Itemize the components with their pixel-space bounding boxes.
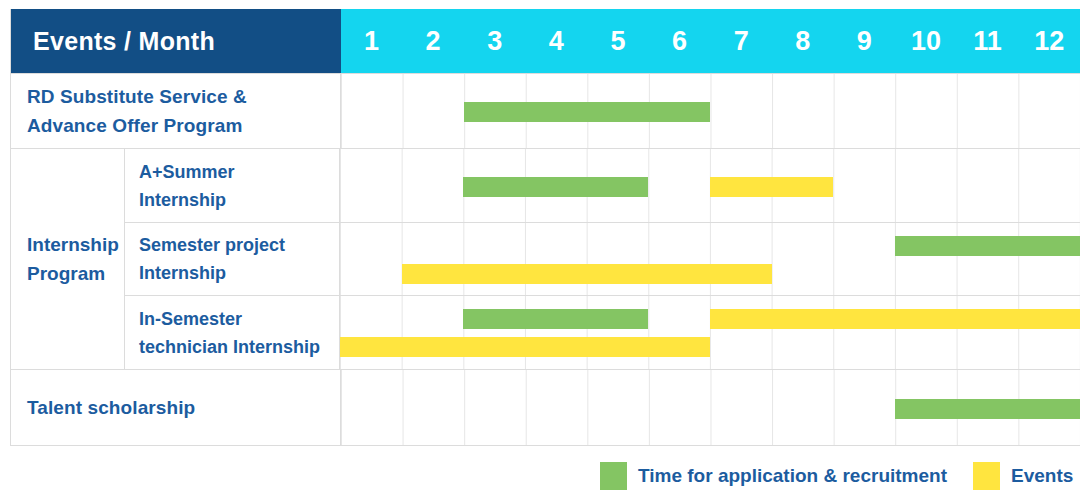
- label-line: Advance Offer Program: [27, 111, 340, 140]
- month-header-cell-7: 7: [710, 9, 772, 73]
- row-timeline: [341, 74, 1080, 148]
- label-line: Internship: [139, 186, 339, 214]
- legend-item-events: Events: [973, 461, 1073, 490]
- label-line: A+Summer: [139, 158, 339, 186]
- month-header-cell-3: 3: [464, 9, 526, 73]
- month-header-cell-11: 11: [957, 9, 1019, 73]
- month-header-cell-10: 10: [895, 9, 957, 73]
- application-color-swatch: [600, 462, 627, 490]
- application-bar: [464, 102, 710, 122]
- month-header-cell-6: 6: [649, 9, 711, 73]
- event-bar: [340, 337, 710, 357]
- table-row: Talent scholarship: [11, 369, 1080, 445]
- row-label: Talent scholarship: [11, 370, 341, 445]
- row-timeline: [340, 149, 1080, 222]
- label-line: RD Substitute Service &: [27, 82, 340, 111]
- events-color-swatch: [973, 462, 1000, 490]
- label-line: technician Internship: [139, 333, 339, 361]
- month-header-cell-5: 5: [587, 9, 649, 73]
- event-bar: [402, 264, 772, 284]
- legend-application-label: Time for application & recruitment: [638, 465, 947, 487]
- application-bar: [463, 177, 648, 197]
- row-label: RD Substitute Service &Advance Offer Pro…: [11, 74, 341, 148]
- application-bar: [463, 309, 648, 329]
- legend-events-label: Events: [1011, 465, 1073, 487]
- row-timeline: [340, 223, 1080, 295]
- group-row: InternshipProgramA+SummerInternshipSemes…: [11, 148, 1080, 369]
- application-bar: [895, 236, 1080, 256]
- row-timeline: [340, 296, 1080, 369]
- month-header-cell-8: 8: [772, 9, 834, 73]
- gantt-table: Events / Month 123456789101112 RD Substi…: [10, 9, 1080, 446]
- row-timeline: [341, 370, 1080, 445]
- sub-row-label: Semester projectInternship: [125, 223, 340, 295]
- sub-row: In-Semestertechnician Internship: [125, 295, 1080, 369]
- sub-row: A+SummerInternship: [125, 149, 1080, 222]
- label-line: Program: [27, 259, 124, 288]
- gantt-body: RD Substitute Service &Advance Offer Pro…: [11, 73, 1080, 445]
- table-row: RD Substitute Service &Advance Offer Pro…: [11, 73, 1080, 148]
- month-header-cell-9: 9: [834, 9, 896, 73]
- sub-row-label: A+SummerInternship: [125, 149, 340, 222]
- month-header-cell-12: 12: [1018, 9, 1080, 73]
- label-line: Talent scholarship: [27, 393, 340, 422]
- month-header-cell-4: 4: [526, 9, 588, 73]
- table-header-row: Events / Month 123456789101112: [11, 9, 1080, 73]
- label-line: In-Semester: [139, 305, 339, 333]
- header-events-month-label: Events / Month: [11, 9, 341, 73]
- month-header-strip: 123456789101112: [341, 9, 1080, 73]
- label-line: Semester project: [139, 231, 339, 259]
- month-header-cell-2: 2: [402, 9, 464, 73]
- event-bar: [710, 177, 833, 197]
- event-bar: [710, 309, 1080, 329]
- sub-row: Semester projectInternship: [125, 222, 1080, 295]
- label-line: Internship: [27, 230, 124, 259]
- application-bar: [895, 399, 1080, 419]
- group-subrows: A+SummerInternshipSemester projectIntern…: [125, 149, 1080, 369]
- sub-row-label: In-Semestertechnician Internship: [125, 296, 340, 369]
- label-line: Internship: [139, 259, 339, 287]
- gantt-chart: Events / Month 123456789101112 RD Substi…: [0, 0, 1080, 494]
- legend-item-application: Time for application & recruitment: [600, 461, 947, 490]
- month-header-cell-1: 1: [341, 9, 403, 73]
- group-label: InternshipProgram: [11, 149, 125, 369]
